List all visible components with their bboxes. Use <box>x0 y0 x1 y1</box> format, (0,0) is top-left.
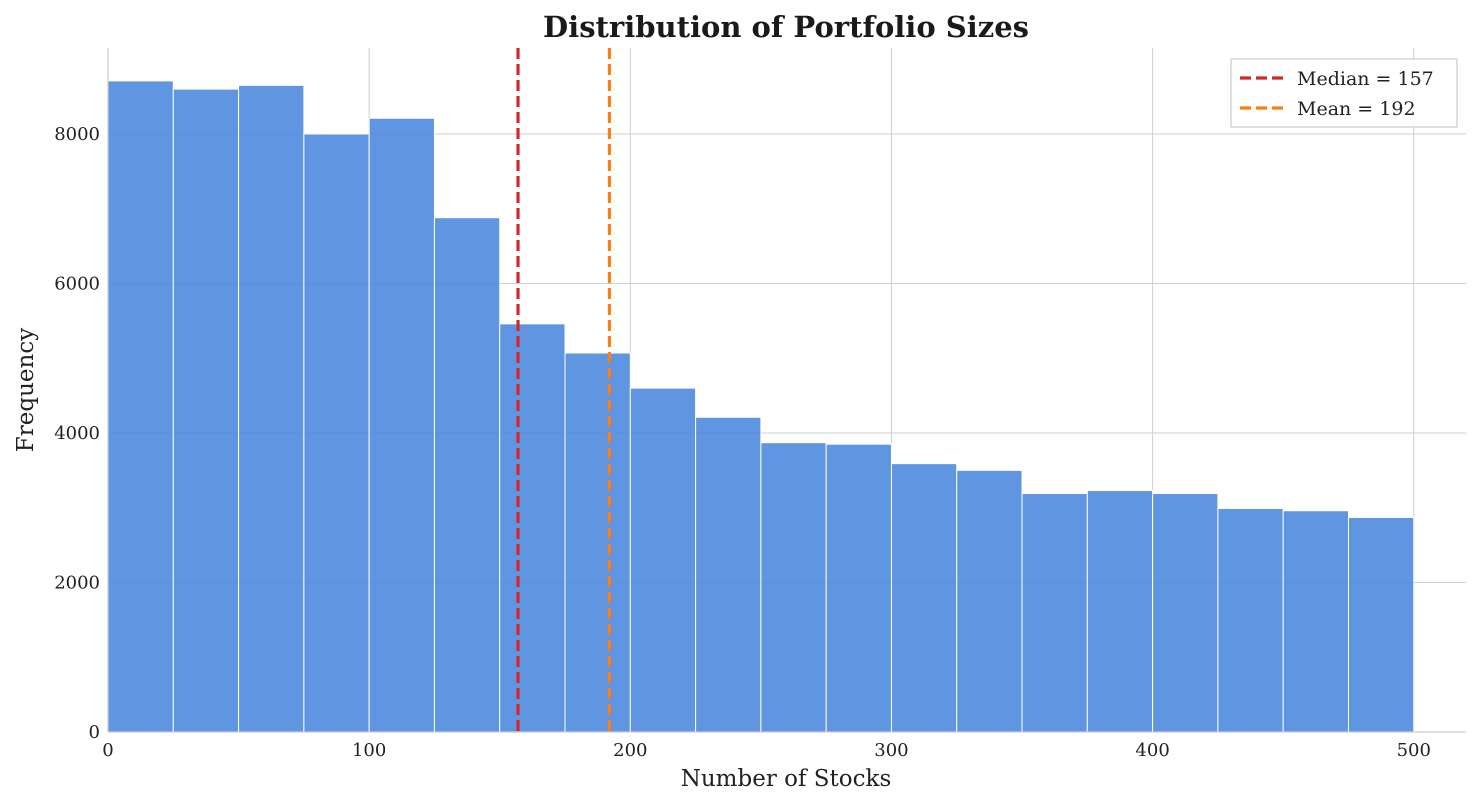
tick-labels: 0 100 200 300 400 500 0 2000 4000 6000 8000 <box>54 124 1431 761</box>
axes <box>107 48 1466 733</box>
y-tick-label-4: 8000 <box>54 124 100 145</box>
x-tick-label-2: 200 <box>613 740 647 761</box>
histogram-bar-0 <box>107 80 174 733</box>
histogram-bar-4 <box>368 117 435 733</box>
histogram-bar-10 <box>760 442 827 733</box>
histogram-bar-5 <box>433 217 501 733</box>
y-tick-label-0: 0 <box>89 722 100 743</box>
histogram-bar-7 <box>564 352 631 733</box>
legend-label-0: Median = 157 <box>1297 68 1434 90</box>
histogram-bars <box>107 80 1415 733</box>
histogram-bar-6 <box>499 323 566 733</box>
y-axis-label: Frequency <box>13 328 39 452</box>
histogram-bar-3 <box>303 133 370 733</box>
legend-box <box>1230 58 1458 128</box>
x-tick-label-0: 0 <box>102 740 113 761</box>
histogram-bar-9 <box>695 416 762 733</box>
histogram-bar-2 <box>238 84 305 733</box>
x-axis-label: Number of Stocks <box>681 766 892 792</box>
legend-label-1: Mean = 192 <box>1297 98 1416 120</box>
histogram-bar-11 <box>825 443 892 733</box>
histogram-bar-19 <box>1347 516 1415 733</box>
x-tick-label-4: 400 <box>1135 740 1169 761</box>
y-tick-label-1: 2000 <box>54 572 100 593</box>
histogram-bar-17 <box>1217 507 1284 733</box>
histogram-bar-1 <box>172 88 240 733</box>
chart-title: Distribution of Portfolio Sizes <box>543 10 1029 44</box>
x-tick-label-1: 100 <box>352 740 386 761</box>
histogram-bar-13 <box>956 469 1023 733</box>
histogram-bar-16 <box>1152 493 1219 733</box>
legend: Median = 157 Mean = 192 <box>1230 58 1458 128</box>
histogram-bar-8 <box>629 387 697 733</box>
x-tick-label-5: 500 <box>1397 740 1431 761</box>
histogram-bar-14 <box>1021 493 1088 733</box>
histogram-bar-15 <box>1086 490 1154 733</box>
histogram-bar-12 <box>890 463 958 733</box>
y-tick-label-2: 4000 <box>54 423 100 444</box>
reference-lines <box>516 48 612 732</box>
histogram-bar-18 <box>1282 510 1349 733</box>
y-tick-label-3: 6000 <box>54 273 100 294</box>
x-tick-label-3: 300 <box>874 740 908 761</box>
